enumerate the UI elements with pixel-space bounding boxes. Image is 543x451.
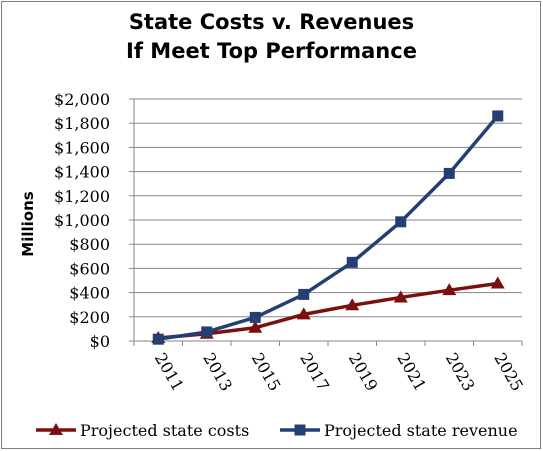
x-axis-ticks: 2011 2013 2015 2017 2019 2021 2023 2025 bbox=[151, 350, 527, 395]
revenue-point bbox=[298, 288, 310, 300]
y-axis-ticks: $0 $200 $400 $600 $800 $1,000 $1,200 $1,400 $1,6… bbox=[54, 90, 110, 351]
revenue-point bbox=[249, 311, 261, 323]
y-axis-label: Millions bbox=[19, 191, 37, 256]
x-tick-label: 2013 bbox=[199, 350, 236, 395]
y-tick-label: $200 bbox=[69, 308, 110, 327]
x-tick-label: 2023 bbox=[442, 350, 479, 395]
cost-point bbox=[442, 283, 457, 296]
revenue-point bbox=[443, 167, 455, 179]
series-group bbox=[151, 110, 505, 345]
chart-title: State Costs v. Revenues If Meet Top Perf… bbox=[0, 8, 543, 66]
x-tick-label: 2019 bbox=[345, 350, 382, 395]
revenue-point bbox=[395, 216, 407, 228]
cost-point bbox=[393, 290, 408, 303]
x-tick-label: 2015 bbox=[248, 350, 285, 395]
series-line-revenue bbox=[157, 114, 500, 341]
y-tick-label: $800 bbox=[69, 235, 110, 254]
y-tick-label: $1,600 bbox=[54, 138, 110, 157]
y-tick-label: $1,000 bbox=[54, 211, 110, 230]
axes bbox=[129, 98, 523, 346]
x-tick-label: 2025 bbox=[490, 350, 527, 395]
legend-label: Projected state costs bbox=[80, 421, 249, 440]
revenue-point bbox=[152, 333, 164, 345]
x-tick-label: 2011 bbox=[151, 350, 188, 395]
chart-title-line-1: State Costs v. Revenues bbox=[128, 10, 415, 34]
y-tick-label: $600 bbox=[69, 259, 110, 278]
x-tick-label: 2017 bbox=[296, 350, 333, 395]
revenue-point bbox=[492, 110, 504, 122]
legend: Projected state costs Projected state rev… bbox=[36, 421, 518, 440]
legend-label: Projected state revenue bbox=[324, 421, 518, 440]
cost-point bbox=[296, 307, 311, 320]
series-line-costs bbox=[158, 281, 498, 340]
y-tick-label: $400 bbox=[69, 284, 110, 303]
y-tick-label: $1,400 bbox=[54, 163, 110, 182]
cost-point bbox=[345, 298, 360, 311]
cost-point bbox=[248, 320, 263, 333]
legend-triangle-icon bbox=[49, 423, 63, 435]
y-tick-label: $0 bbox=[90, 332, 110, 351]
y-tick-label: $2,000 bbox=[54, 90, 110, 109]
y-tick-label: $1,200 bbox=[54, 187, 110, 206]
revenue-point bbox=[201, 326, 213, 338]
x-tick-label: 2021 bbox=[393, 350, 430, 395]
chart-title-line-2: If Meet Top Performance bbox=[126, 39, 417, 63]
revenue-point bbox=[346, 256, 358, 268]
legend-square-icon bbox=[294, 424, 306, 436]
y-tick-label: $1,800 bbox=[54, 114, 110, 133]
gridlines bbox=[134, 98, 522, 318]
cost-point bbox=[490, 276, 505, 289]
